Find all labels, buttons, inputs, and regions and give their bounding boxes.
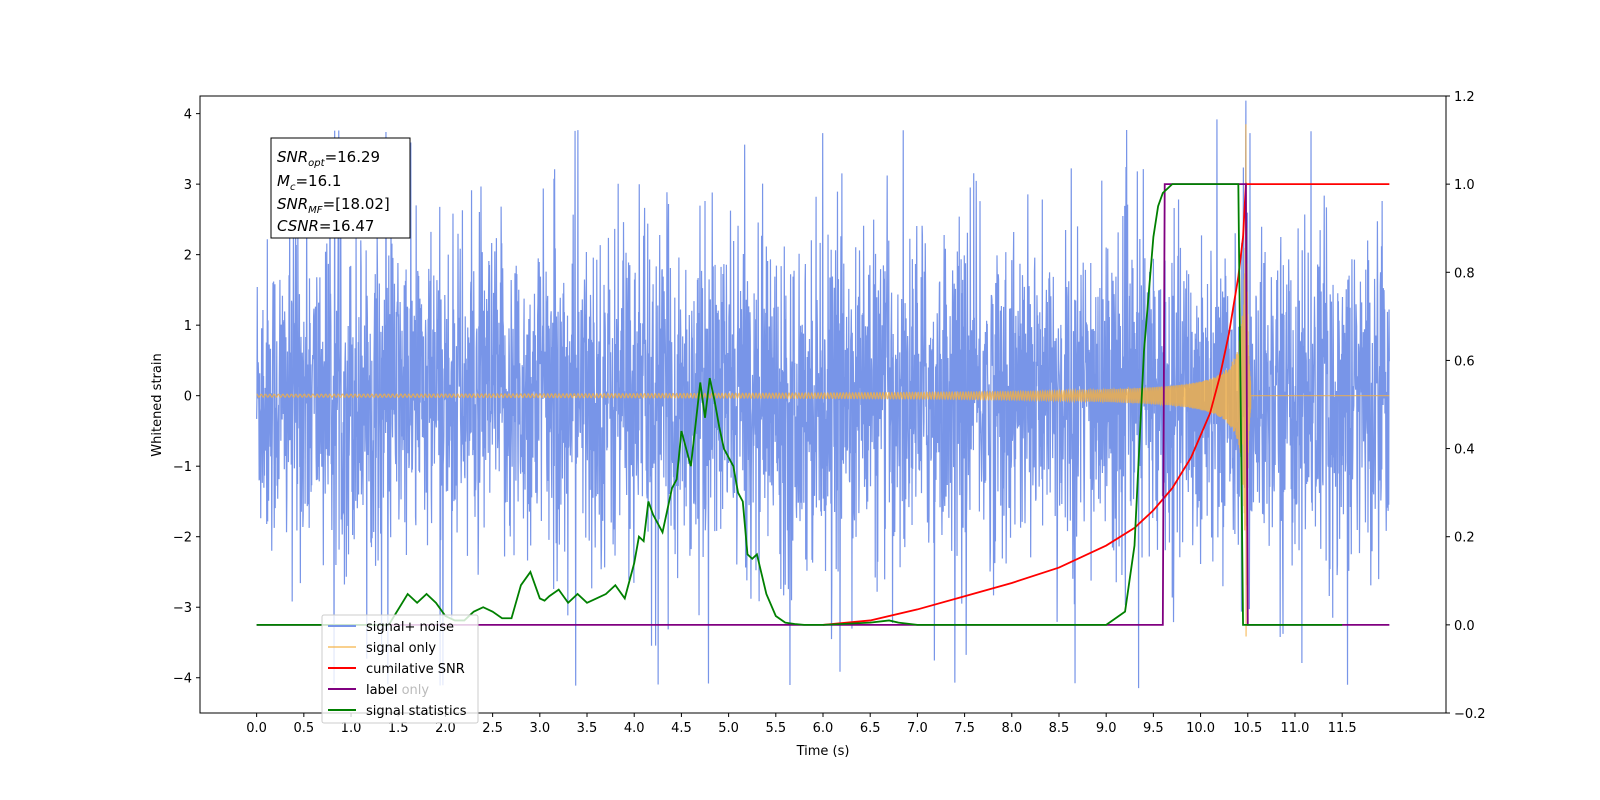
x-tick-label: 6.5	[860, 721, 881, 736]
legend-label-signal-noise: signal+ noise	[366, 620, 454, 635]
x-tick-label: 2.5	[482, 721, 503, 736]
x-tick-label: 3.5	[577, 721, 598, 736]
series-signal-only	[256, 124, 1390, 637]
x-tick-label: 0.0	[246, 721, 267, 736]
y-left-tick-label: 1	[184, 319, 192, 334]
x-tick-label: 11.5	[1328, 721, 1357, 736]
x-tick-label: 11.0	[1280, 721, 1309, 736]
x-axis: 0.0 0.5 1.0 1.5 2.0 2.5 3.0 3.5 4.0 4.5 5.0 5.5 6.0 6…	[246, 713, 1357, 736]
series-cumilative-snr	[822, 183, 1390, 626]
x-tick-label: 10.5	[1233, 721, 1262, 736]
x-tick-label: 7.5	[954, 721, 975, 736]
series-signal-statistics	[256, 183, 1343, 626]
x-tick-label: 5.5	[765, 721, 786, 736]
y-axis-left: 4 3 2 1 0 −1 −2 −3 −4	[173, 108, 200, 687]
x-tick-label: 4.0	[624, 721, 645, 736]
x-tick-label: 9.0	[1096, 721, 1117, 736]
plot-area	[256, 100, 1390, 689]
y-right-tick-label: 0.0	[1454, 619, 1475, 634]
annotation-box: SNRopt=16.29 Mc=16.1 SNRMF=[18.02] CSNR=…	[270, 137, 411, 239]
y-left-tick-label: −2	[173, 531, 192, 546]
x-tick-label: 5.0	[718, 721, 739, 736]
y-right-tick-label: 0.8	[1454, 266, 1475, 281]
legend-label-cumulative-snr: cumilative SNR	[366, 662, 465, 677]
y-right-tick-label: −0.2	[1454, 707, 1486, 722]
y-left-tick-label: 4	[184, 108, 192, 123]
x-tick-label: 10.0	[1186, 721, 1215, 736]
legend-label-signal-statistics: signal statistics	[366, 704, 467, 719]
y-right-tick-label: 1.0	[1454, 178, 1475, 193]
y-left-tick-label: 3	[184, 178, 192, 193]
y-left-tick-label: −3	[173, 601, 192, 616]
x-tick-label: 2.0	[435, 721, 456, 736]
y-axis-right: 1.2 1.0 0.8 0.6 0.4 0.2 0.0 −0.2	[1446, 90, 1486, 722]
legend-label-label: label	[366, 683, 397, 698]
x-tick-label: 0.5	[293, 721, 314, 736]
y-axis-label: Whitened strain	[150, 353, 165, 456]
x-tick-label: 7.0	[907, 721, 928, 736]
x-tick-label: 1.0	[341, 721, 362, 736]
x-tick-label: 3.0	[529, 721, 550, 736]
y-right-tick-label: 0.6	[1454, 354, 1475, 369]
x-tick-label: 8.5	[1049, 721, 1070, 736]
annotation-chirp-mass: Mc=16.1	[277, 172, 341, 193]
y-right-tick-label: 0.4	[1454, 443, 1475, 458]
annotation-snr-opt: SNRopt=16.29	[277, 148, 380, 169]
annotation-csnr: CSNR=16.47	[277, 217, 374, 235]
y-left-tick-label: 0	[184, 390, 192, 405]
y-left-tick-label: 2	[184, 249, 192, 264]
y-left-tick-label: −4	[173, 672, 192, 687]
y-left-tick-label: −1	[173, 460, 192, 475]
legend-label-signal-only: signal only	[366, 641, 436, 656]
y-right-tick-label: 1.2	[1454, 90, 1475, 105]
y-right-tick-label: 0.2	[1454, 531, 1475, 546]
x-tick-label: 9.5	[1143, 721, 1164, 736]
x-axis-label: Time (s)	[796, 744, 850, 759]
series-signal-noise	[256, 100, 1390, 689]
legend-label-label-only: label only	[366, 683, 429, 698]
x-tick-label: 4.5	[671, 721, 692, 736]
x-tick-label: 1.5	[388, 721, 409, 736]
x-tick-label: 6.0	[813, 721, 834, 736]
legend: signal+ noise signal only cumilative SNR…	[321, 614, 479, 724]
annotation-snr-mf: SNRMF=[18.02]	[277, 195, 390, 216]
x-tick-label: 8.0	[1001, 721, 1022, 736]
